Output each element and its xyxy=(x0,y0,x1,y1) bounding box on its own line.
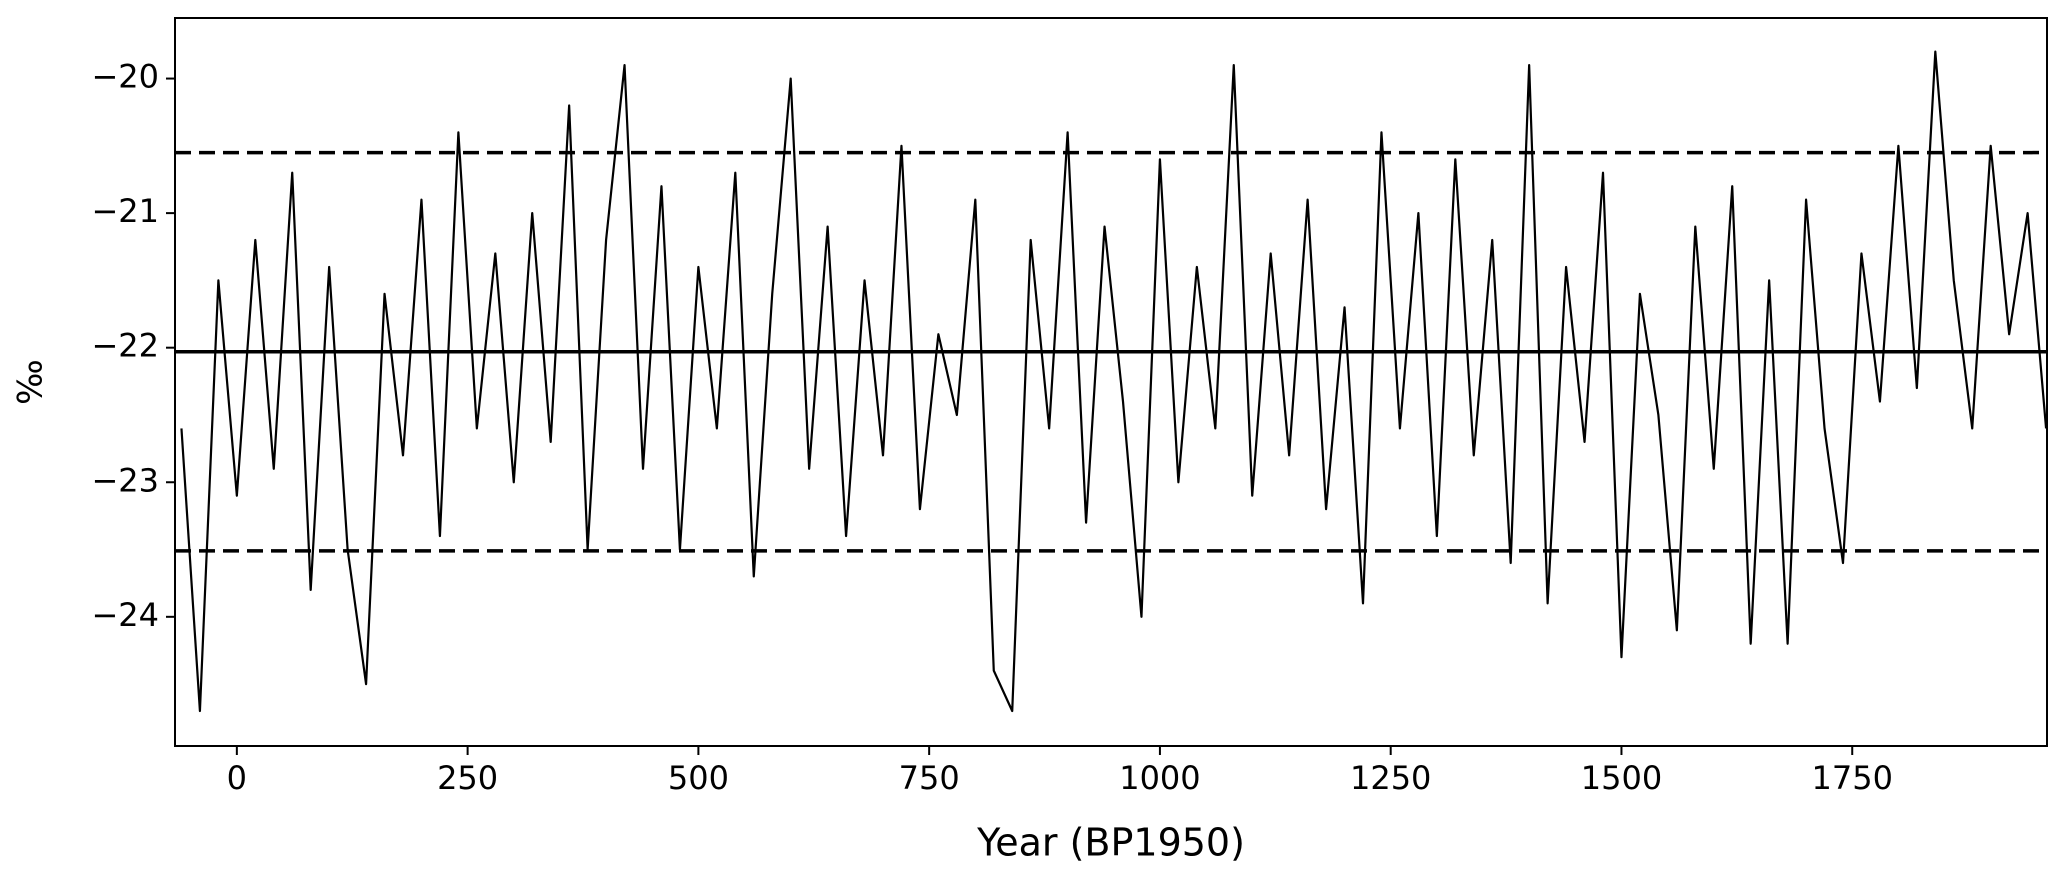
x-tick-label: 1750 xyxy=(1812,759,1893,797)
x-tick-label: 1500 xyxy=(1581,759,1662,797)
y-tick-label: −23 xyxy=(91,461,159,499)
y-tick-label: −24 xyxy=(91,596,159,634)
y-tick-label: −20 xyxy=(91,58,159,96)
x-tick-label: 250 xyxy=(437,759,498,797)
x-axis-label: Year (BP1950) xyxy=(976,821,1245,865)
data-line xyxy=(180,50,2048,713)
x-tick-label: 0 xyxy=(227,759,247,797)
x-tick-label: 1250 xyxy=(1350,759,1431,797)
x-tick-label: 500 xyxy=(668,759,729,797)
y-tick-label: −21 xyxy=(91,192,159,230)
x-tick-label: 750 xyxy=(899,759,960,797)
y-tick-label: −22 xyxy=(91,327,159,365)
x-tick-label: 1000 xyxy=(1119,759,1200,797)
y-axis-label: ‰ xyxy=(11,359,51,405)
plot-frame xyxy=(174,17,2048,747)
